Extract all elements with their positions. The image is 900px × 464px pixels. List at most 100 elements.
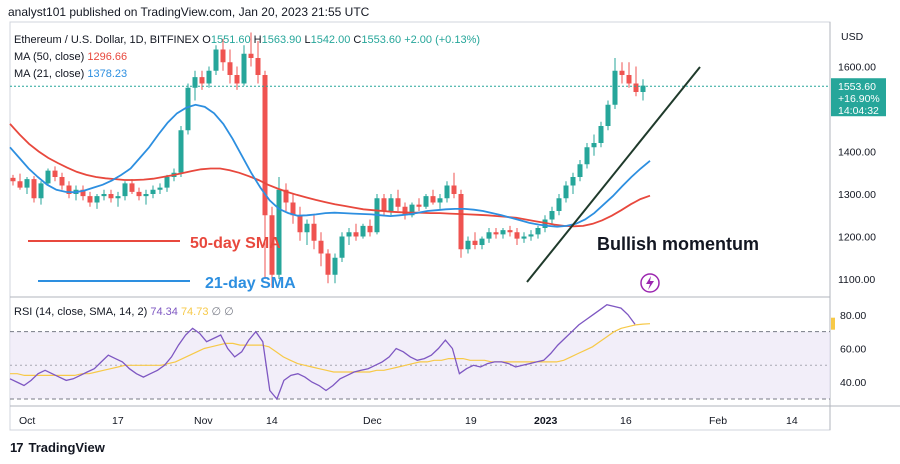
candle: [472, 232, 478, 250]
candle-body: [17, 181, 23, 188]
candle-body: [115, 196, 121, 199]
candle-body: [409, 204, 415, 216]
candle-body: [395, 198, 401, 207]
candle: [444, 181, 450, 203]
candle-body: [423, 196, 429, 207]
candle-body: [416, 204, 422, 207]
rsi-ma-legend-value: 74.73: [181, 306, 212, 318]
candle-body: [626, 75, 632, 84]
candle: [395, 189, 401, 211]
candle-body: [563, 185, 569, 199]
candle-body: [479, 238, 485, 245]
candle: [178, 126, 184, 177]
candle-body: [290, 202, 296, 216]
candle: [94, 194, 100, 209]
price-tick-label: 1400.00: [838, 147, 876, 159]
candle-body: [472, 240, 478, 245]
candle: [276, 177, 282, 279]
candle-body: [521, 236, 527, 239]
candle-body: [332, 257, 338, 275]
price-legend: Ethereum / U.S. Dollar, 1D, BITFINEX O15…: [14, 34, 480, 80]
rsi-line: [9, 303, 636, 401]
time-tick-label: 14: [786, 415, 798, 427]
candle: [10, 174, 16, 186]
ohlc-key: L: [304, 34, 310, 46]
candle: [157, 183, 163, 194]
candle: [59, 172, 65, 190]
candle-body: [59, 177, 65, 186]
candle: [45, 168, 51, 186]
tradingview-footer[interactable]: 17 TradingView: [10, 440, 105, 455]
candle: [353, 223, 359, 241]
candle-body: [402, 206, 408, 216]
ma50-legend-value: 1296.66: [87, 51, 127, 63]
rsi-ma-axis-mark: [831, 317, 835, 330]
candle: [535, 225, 541, 239]
candle-body: [101, 194, 107, 197]
candle-body: [388, 198, 394, 211]
candle: [598, 121, 604, 148]
price-tick-label: 1300.00: [838, 189, 876, 201]
rsi-legend-title: RSI (14, close, SMA, 14, 2) 74.34 74.73 …: [14, 306, 234, 318]
candle-body: [80, 189, 86, 197]
candle-body: [633, 83, 639, 92]
trend-line: [526, 66, 701, 283]
price-axis[interactable]: USD1100.001200.001300.001400.001500.0016…: [838, 31, 876, 286]
candle-body: [311, 223, 317, 241]
candle: [24, 177, 30, 194]
candle-body: [549, 211, 555, 220]
candle-body: [213, 49, 219, 71]
candle-body: [535, 228, 541, 235]
candle: [325, 249, 331, 284]
time-tick-label: 16: [620, 415, 632, 427]
time-tick-label: 14: [266, 415, 278, 427]
candle: [577, 160, 583, 182]
candle: [38, 181, 44, 205]
time-tick-label: 17: [112, 415, 124, 427]
rsi-tick-label: 80.00: [840, 310, 866, 322]
candle: [66, 181, 72, 199]
candle: [136, 187, 142, 201]
candle-body: [612, 70, 618, 105]
last-price-label: 1553.60+16.90%14:04:32: [831, 78, 886, 117]
candle-body: [206, 70, 212, 84]
candle-body: [584, 147, 590, 165]
candle: [423, 194, 429, 209]
candle-body: [234, 75, 240, 84]
candle-body: [220, 49, 226, 63]
rsi-ma-line: [10, 323, 651, 376]
candle-body: [640, 85, 646, 92]
rsi-axis[interactable]: 40.00 60.00 80.00: [831, 310, 866, 389]
symbol-title: Ethereum / U.S. Dollar, 1D, BITFINEX: [14, 34, 202, 46]
candle: [549, 206, 555, 224]
candle-body: [325, 253, 331, 275]
candle-body: [339, 236, 345, 258]
ohlc-value: 1542.00: [311, 34, 354, 46]
candle-body: [262, 75, 268, 216]
candle-body: [500, 230, 506, 235]
event-marker-icon[interactable]: [640, 273, 660, 293]
candle: [486, 228, 492, 243]
price-tick-label: 1200.00: [838, 232, 876, 244]
candle: [458, 189, 464, 258]
candle: [563, 181, 569, 203]
candle-body: [199, 77, 205, 84]
candle-body: [52, 170, 58, 177]
candle: [612, 58, 618, 109]
currency-label: USD: [841, 31, 864, 43]
time-tick-label: Oct: [19, 415, 35, 427]
last-price-change: +16.90%: [838, 93, 880, 105]
candle: [528, 230, 534, 241]
candle: [248, 32, 254, 67]
candle-body: [248, 53, 254, 58]
candles-layer: [10, 32, 646, 288]
candle: [514, 228, 520, 245]
time-tick-label: Dec: [363, 415, 382, 427]
candle: [556, 194, 562, 216]
candle: [626, 62, 632, 88]
candle: [402, 202, 408, 220]
candle-body: [192, 77, 198, 88]
candle-body: [143, 194, 149, 197]
time-axis[interactable]: Oct 17 Nov 14 Dec 19 2023 16 Feb 14: [19, 415, 798, 427]
